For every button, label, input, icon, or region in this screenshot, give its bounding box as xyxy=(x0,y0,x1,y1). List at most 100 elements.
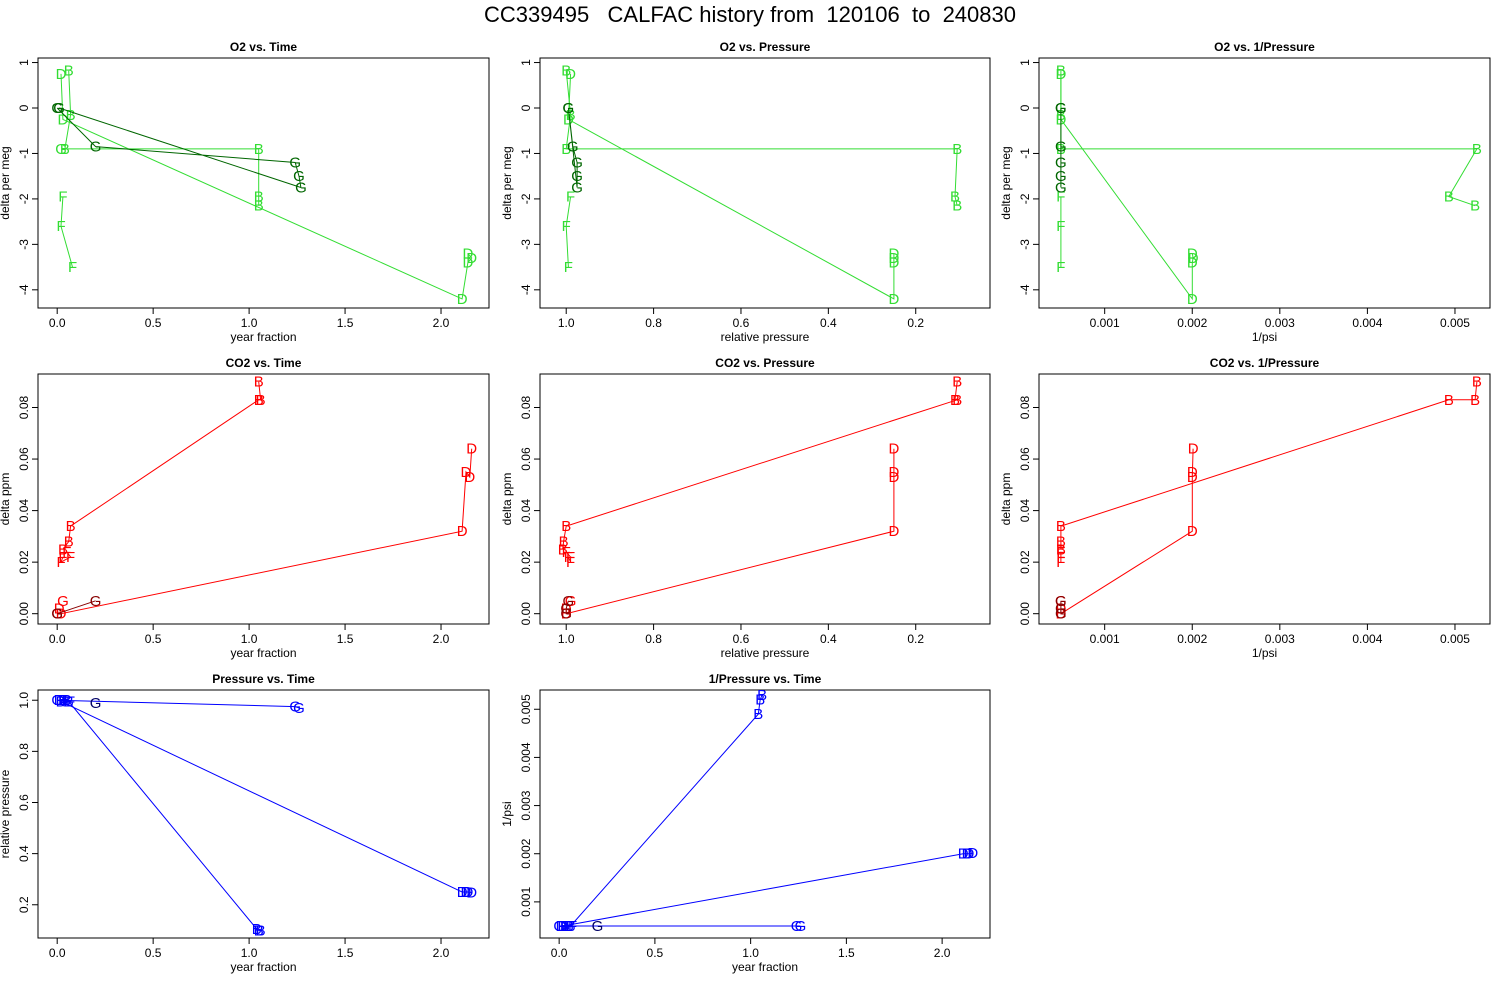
data-point: D xyxy=(461,464,472,481)
x-tick-label: 2.0 xyxy=(934,946,951,960)
data-point: B xyxy=(559,534,569,551)
data-point: B xyxy=(58,541,68,558)
data-point: D xyxy=(888,255,899,272)
y-tick-label: 0.08 xyxy=(519,396,533,420)
data-point: D xyxy=(888,464,899,481)
data-point: B xyxy=(755,692,765,709)
plot-frame xyxy=(539,57,991,309)
y-tick-label: -2 xyxy=(1018,193,1032,204)
panel-title: Pressure vs. Time xyxy=(212,672,315,686)
data-point: D xyxy=(1187,255,1198,272)
y-tick-label: 1 xyxy=(1018,59,1032,66)
data-point: G xyxy=(51,606,63,623)
x-tick-label: 0.0 xyxy=(551,946,568,960)
plot-frame xyxy=(37,373,490,625)
x-tick-label: 1.5 xyxy=(337,316,354,330)
data-point: B xyxy=(1472,141,1482,158)
data-point: G xyxy=(51,692,63,709)
y-tick-label: 0.02 xyxy=(17,550,31,574)
data-point: D xyxy=(457,291,468,308)
data-point: D xyxy=(464,469,475,486)
data-point: B xyxy=(561,141,571,158)
series-line xyxy=(1060,73,1194,301)
x-tick-label: 0.001 xyxy=(1090,316,1120,330)
y-tick-label: 0.4 xyxy=(17,845,31,862)
y-tick-label: 0.04 xyxy=(1018,499,1032,523)
data-point: D xyxy=(466,884,477,901)
data-point: G xyxy=(53,100,65,117)
data-point: B xyxy=(254,141,264,158)
series-line xyxy=(564,694,763,927)
x-tick-label: 0.4 xyxy=(820,316,837,330)
series-line xyxy=(57,600,96,615)
data-point: B xyxy=(1444,189,1454,206)
x-tick-label: 1.0 xyxy=(241,946,258,960)
x-tick-label: 0.2 xyxy=(907,316,924,330)
data-point: B xyxy=(66,107,76,124)
data-point: G xyxy=(55,141,67,158)
data-point: B xyxy=(1472,374,1482,391)
data-point: D xyxy=(457,884,468,901)
x-axis-label: relative pressure xyxy=(721,646,810,660)
y-axis-label: delta ppm xyxy=(0,473,12,526)
y-tick-label: 1 xyxy=(17,59,31,66)
data-point: F xyxy=(68,259,77,276)
series-line xyxy=(562,381,958,550)
plot-frame xyxy=(37,689,490,939)
series-line xyxy=(64,70,260,206)
data-point: B xyxy=(558,541,568,558)
data-point: D xyxy=(1187,523,1198,540)
x-tick-label: 1.5 xyxy=(838,946,855,960)
data-point: B xyxy=(1444,392,1454,409)
panel-title: O2 vs. 1/Pressure xyxy=(1214,40,1315,54)
x-axis-label: year fraction xyxy=(732,960,798,974)
data-point: D xyxy=(56,606,67,623)
y-tick-label: 1 xyxy=(519,59,533,66)
data-point: G xyxy=(1055,155,1067,172)
y-tick-label: -1 xyxy=(1018,148,1032,159)
data-point: F xyxy=(566,189,575,206)
data-point: G xyxy=(563,100,575,117)
data-point: B xyxy=(1056,534,1066,551)
data-point: B xyxy=(950,189,960,206)
x-tick-label: 0.4 xyxy=(820,632,837,646)
series-line xyxy=(1060,448,1194,615)
y-tick-label: -3 xyxy=(17,239,31,250)
plot-frame xyxy=(1038,57,1491,309)
y-axis-label: delta per meg xyxy=(500,146,514,219)
data-point: B xyxy=(254,392,264,409)
data-point: B xyxy=(64,63,74,80)
data-point: F xyxy=(564,549,573,566)
data-point: G xyxy=(563,593,575,610)
y-tick-label: -4 xyxy=(1018,284,1032,295)
series-line xyxy=(567,73,895,300)
series-line xyxy=(62,699,261,931)
series-line xyxy=(565,551,572,563)
y-tick-label: -2 xyxy=(17,193,31,204)
x-tick-label: 1.5 xyxy=(337,632,354,646)
x-tick-label: 1.0 xyxy=(742,946,759,960)
data-point: D xyxy=(888,441,899,458)
data-point: D xyxy=(964,846,975,863)
x-tick-label: 0.005 xyxy=(1440,632,1470,646)
data-point: D xyxy=(462,245,473,262)
data-point: F xyxy=(62,694,71,711)
data-point: B xyxy=(950,392,960,409)
series-4: G xyxy=(57,593,69,610)
y-tick-label: 0.04 xyxy=(17,499,31,523)
data-point: D xyxy=(1188,250,1199,267)
plot-frame xyxy=(1038,373,1491,625)
y-axis-label: delta per meg xyxy=(0,146,12,219)
x-tick-label: 0.5 xyxy=(145,946,162,960)
x-tick-label: 2.0 xyxy=(433,316,450,330)
panel-2: O2 vs. Pressure 1.0 0.8 0.6 0.4 0.2 -4 -3 -2 -1 0 1… xyxy=(500,40,991,344)
panel-title: CO2 vs. Pressure xyxy=(715,356,815,370)
plot-frame xyxy=(37,57,490,309)
series-line xyxy=(60,196,73,268)
panel-1: O2 vs. Time 0.0 0.5 1.0 1.5 2.0 -4 -3 -2 -1 0 1 year… xyxy=(0,40,490,344)
